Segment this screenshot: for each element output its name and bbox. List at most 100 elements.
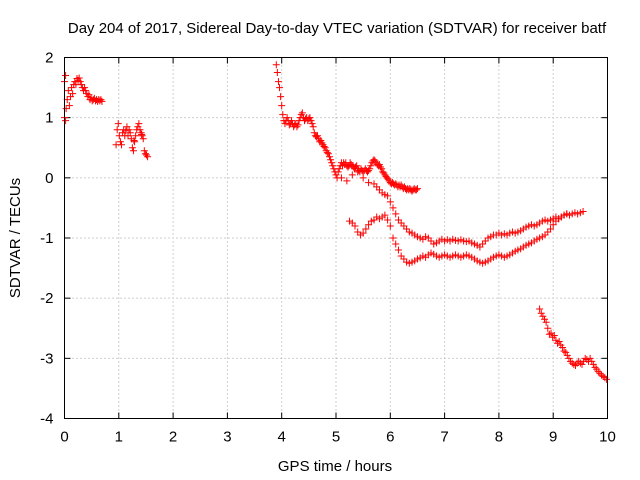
data-point — [560, 347, 568, 355]
data-point — [337, 174, 345, 182]
data-point — [380, 169, 388, 177]
data-point — [366, 165, 374, 173]
data-point — [274, 78, 282, 86]
data-point — [116, 138, 124, 146]
data-point — [554, 339, 562, 347]
y-tick-label: -2 — [40, 290, 53, 307]
data-point — [76, 78, 84, 86]
data-point — [314, 132, 322, 140]
x-tick-label: 6 — [386, 429, 394, 446]
data-point — [365, 167, 373, 175]
data-point — [583, 356, 591, 364]
data-point — [570, 360, 578, 368]
data-point — [392, 210, 400, 218]
data-point — [128, 144, 136, 152]
data-point — [65, 102, 73, 110]
data-point — [591, 363, 599, 371]
data-point — [144, 153, 152, 161]
y-tick-label: 2 — [45, 50, 53, 67]
data-point — [329, 162, 337, 170]
data-point — [140, 147, 148, 155]
data-point — [276, 84, 284, 92]
data-point — [384, 175, 392, 183]
data-point — [367, 162, 375, 170]
data-point — [132, 132, 140, 140]
data-point — [563, 351, 571, 359]
data-point — [542, 318, 550, 326]
series-segment-3 — [272, 61, 587, 251]
data-point — [550, 331, 558, 339]
data-point — [565, 354, 573, 362]
x-tick-label: 9 — [549, 429, 557, 446]
data-point — [122, 127, 130, 135]
data-point — [359, 229, 367, 237]
data-point — [394, 246, 402, 254]
data-point — [596, 369, 604, 377]
x-tick-label: 3 — [223, 429, 231, 446]
series-segment-4 — [346, 210, 571, 267]
data-point — [126, 129, 134, 137]
data-point — [354, 168, 362, 176]
data-point — [389, 234, 397, 242]
data-point — [362, 225, 370, 233]
data-point — [97, 96, 105, 104]
data-point — [335, 165, 343, 173]
data-point — [413, 185, 421, 193]
data-point — [273, 69, 281, 77]
data-point — [365, 221, 373, 229]
data-point — [62, 72, 70, 80]
data-point — [389, 204, 397, 212]
data-point — [64, 87, 72, 95]
data-point — [365, 179, 373, 187]
data-point — [602, 375, 610, 383]
grid-lines — [64, 57, 608, 419]
data-point — [359, 174, 367, 182]
data-point — [320, 143, 328, 151]
y-tick-label: 0 — [45, 170, 53, 187]
data-point — [563, 210, 571, 218]
data-point — [81, 84, 89, 92]
data-point — [562, 348, 570, 356]
data-point — [129, 147, 137, 155]
data-point — [353, 162, 361, 170]
data-point — [371, 157, 379, 165]
data-point — [309, 123, 317, 131]
data-point — [307, 117, 315, 125]
x-tick-label: 2 — [169, 429, 177, 446]
data-point — [130, 137, 138, 145]
data-point — [348, 171, 356, 179]
x-tick-label: 4 — [278, 429, 286, 446]
data-point — [558, 344, 566, 352]
data-point — [82, 87, 90, 95]
data-point — [412, 186, 420, 194]
data-point — [544, 324, 552, 332]
data-point — [75, 74, 83, 82]
data-point — [287, 117, 295, 125]
x-tick-label: 7 — [440, 429, 448, 446]
chart-title: Day 204 of 2017, Sidereal Day-to-day VTE… — [68, 20, 607, 37]
data-point — [98, 97, 106, 105]
data-point — [138, 132, 146, 140]
data-point — [392, 240, 400, 248]
data-point — [136, 126, 144, 134]
y-tick-label: -3 — [40, 350, 53, 367]
data-point — [377, 163, 385, 171]
data-point — [343, 177, 351, 185]
x-tick-labels: 0 1 2 3 4 5 6 7 8 9 10 — [60, 429, 616, 446]
data-point — [135, 120, 143, 128]
data-point — [327, 156, 335, 164]
data-point — [589, 360, 597, 368]
data-point — [397, 181, 405, 189]
x-tick-label: 0 — [60, 429, 68, 446]
data-point — [114, 120, 122, 128]
series-segment-5 — [536, 305, 610, 383]
data-point — [576, 359, 584, 367]
data-point — [137, 129, 145, 137]
x-tick-label: 1 — [115, 429, 123, 446]
data-point — [131, 138, 139, 146]
series-segment-1 — [61, 72, 106, 125]
data-point — [278, 102, 286, 110]
data-point — [384, 192, 392, 200]
data-point — [537, 309, 545, 317]
y-tick-label: -1 — [40, 230, 53, 247]
